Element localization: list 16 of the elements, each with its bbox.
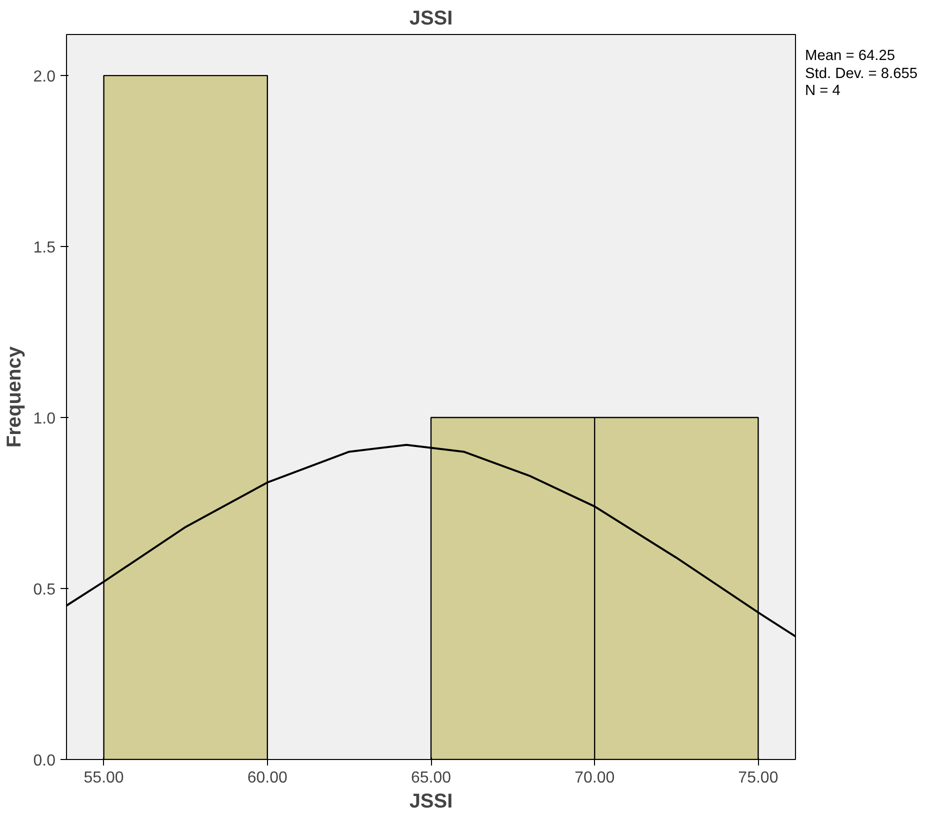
x-tick-label: 75.00: [738, 770, 778, 786]
y-tick-label: 0.5: [33, 582, 56, 599]
y-tick-label: 1.5: [33, 240, 56, 257]
x-tick-label: 60.00: [247, 770, 288, 786]
y-tick-label: 2.0: [33, 68, 56, 86]
x-tick-label: 55.00: [84, 770, 124, 786]
x-tick-label: 70.00: [574, 770, 615, 786]
y-tick-label: 1.0: [33, 410, 56, 428]
x-axis-title: JSSI: [409, 790, 453, 812]
y-tick-label: 0.0: [33, 752, 56, 770]
y-axis-title: Frequency: [3, 346, 26, 448]
x-tick-label: 65.00: [410, 770, 452, 786]
text: N = 4: [805, 83, 840, 100]
text: Mean = 64.25: [805, 48, 896, 64]
chart-title: JSSI: [409, 8, 453, 30]
text: Std. Dev. = 8.655: [805, 66, 918, 82]
